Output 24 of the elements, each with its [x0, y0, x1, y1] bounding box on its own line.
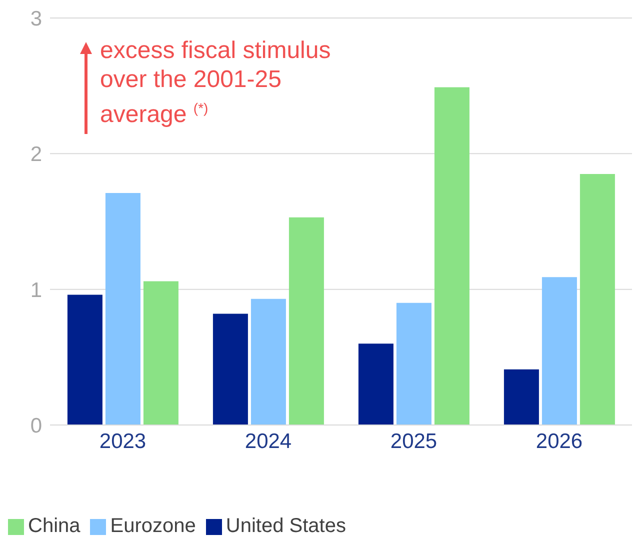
bar — [288, 217, 324, 425]
bar — [212, 314, 248, 425]
bar — [504, 369, 539, 425]
y-tick-label: 0 — [30, 414, 42, 438]
bar — [542, 277, 577, 425]
y-tick-label: 1 — [30, 278, 42, 302]
x-tick-label: 2023 — [99, 430, 146, 453]
legend-label: China — [28, 515, 80, 537]
annotation: excess fiscal stimulus over the 2001-25 average $^{(*)}$ — [100, 36, 332, 130]
bar — [580, 174, 615, 425]
x-tick-label: 2024 — [244, 430, 292, 453]
legend-label: Eurozone — [110, 515, 196, 537]
bar — [434, 87, 470, 425]
bar — [396, 302, 432, 425]
bar — [250, 298, 286, 425]
y-tick-label: 3 — [30, 7, 42, 30]
bar — [358, 344, 394, 425]
x-tick-label: 2026 — [536, 430, 583, 453]
x-tick-label: 2025 — [390, 430, 438, 453]
bar — [105, 193, 140, 425]
bar — [143, 281, 178, 425]
legend-label: United States — [226, 515, 346, 537]
y-tick-label: 2 — [30, 143, 42, 166]
bar — [67, 294, 102, 425]
